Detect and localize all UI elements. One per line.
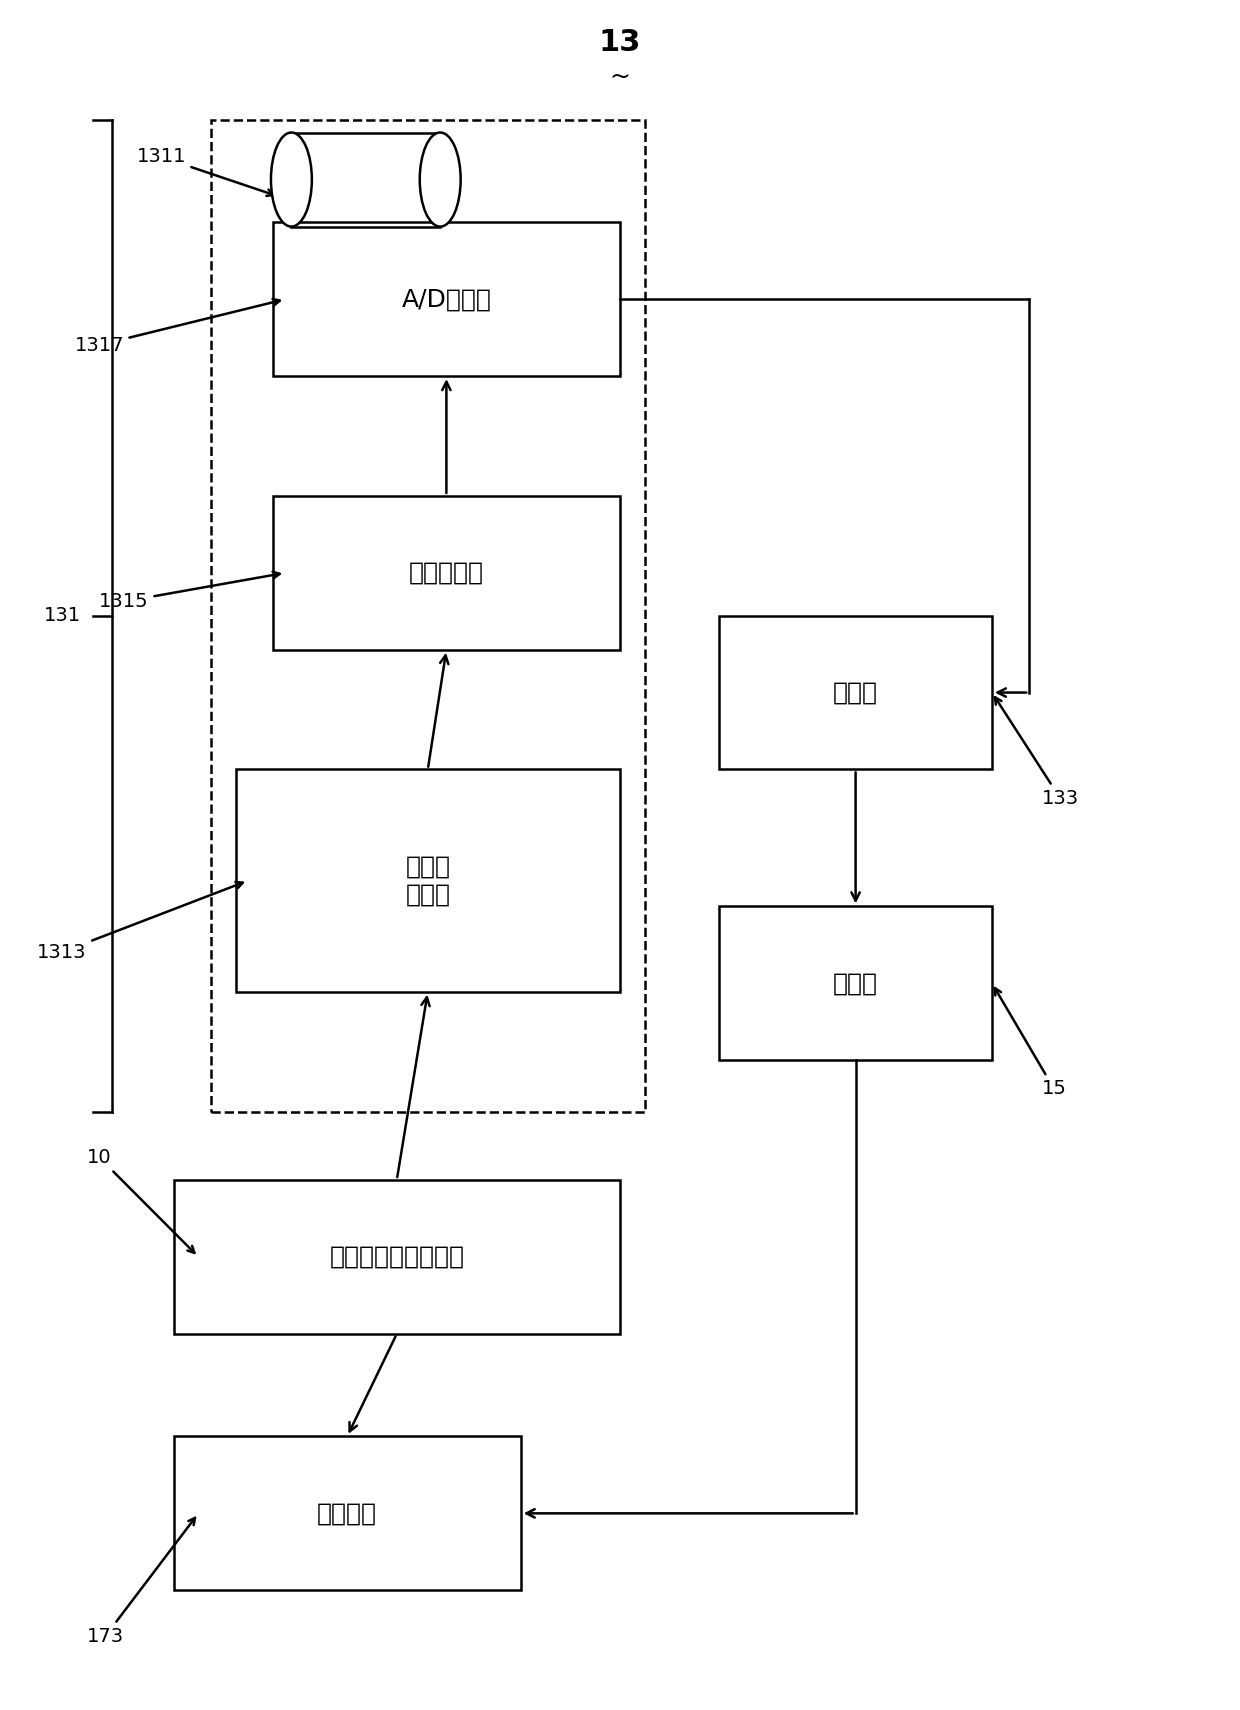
Ellipse shape — [270, 132, 311, 227]
Bar — [291, 132, 440, 227]
Text: ~: ~ — [610, 65, 630, 89]
FancyBboxPatch shape — [174, 1180, 620, 1334]
Text: 15: 15 — [994, 988, 1066, 1098]
Text: 10: 10 — [87, 1147, 195, 1253]
Text: 光电转
换装置: 光电转 换装置 — [405, 855, 450, 906]
Text: 上位机: 上位机 — [833, 971, 878, 995]
Text: 133: 133 — [994, 698, 1079, 807]
FancyBboxPatch shape — [273, 496, 620, 650]
Text: 移动机构: 移动机构 — [317, 1501, 377, 1525]
Text: 131: 131 — [43, 605, 81, 626]
Text: A/D转换器: A/D转换器 — [402, 287, 491, 311]
Ellipse shape — [419, 132, 461, 227]
FancyBboxPatch shape — [273, 222, 620, 376]
FancyBboxPatch shape — [174, 1436, 521, 1590]
Text: 1313: 1313 — [37, 882, 243, 961]
FancyBboxPatch shape — [236, 770, 620, 992]
Text: 高通量组合材料芯片: 高通量组合材料芯片 — [330, 1245, 464, 1269]
Text: 1311: 1311 — [136, 147, 274, 197]
Text: 13: 13 — [599, 29, 641, 56]
Text: 1317: 1317 — [74, 299, 280, 354]
FancyBboxPatch shape — [719, 616, 992, 770]
Text: 处理器: 处理器 — [833, 681, 878, 705]
Text: 电流放大器: 电流放大器 — [409, 561, 484, 585]
Text: 173: 173 — [87, 1518, 195, 1645]
FancyBboxPatch shape — [719, 906, 992, 1060]
Text: 1315: 1315 — [99, 571, 280, 610]
